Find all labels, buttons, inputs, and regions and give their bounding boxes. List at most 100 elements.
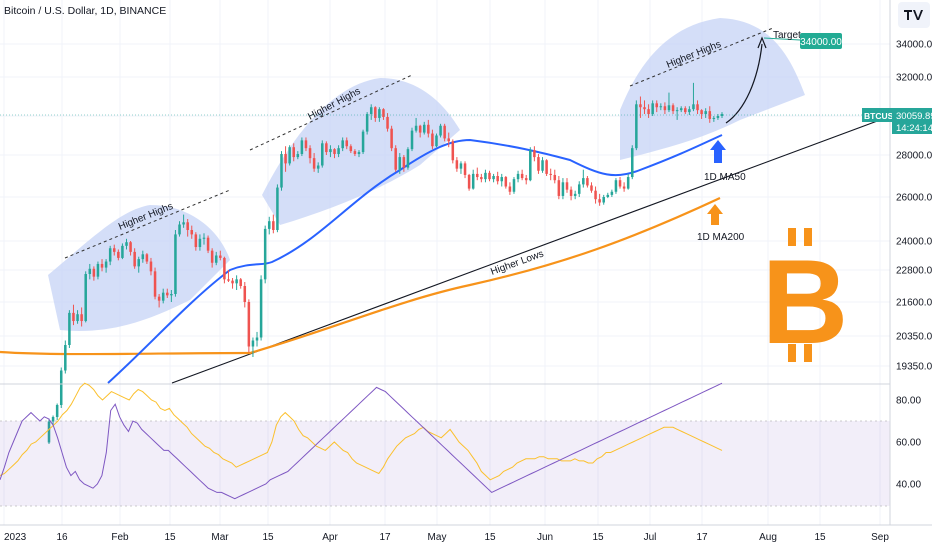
candle-body bbox=[439, 125, 442, 136]
candle-body bbox=[614, 180, 618, 192]
candle-body bbox=[206, 237, 210, 251]
time-axis: 2023 16 Feb 15 Mar 15 Apr 17 May 15 Jun 15 Jul 17 Aug 1… bbox=[4, 532, 889, 543]
candle-body bbox=[214, 255, 218, 263]
candle-body bbox=[708, 111, 712, 119]
candle-body bbox=[647, 109, 650, 115]
time-tick-label: 15 bbox=[592, 532, 604, 543]
time-tick-label: Jun bbox=[537, 532, 553, 543]
candle-body bbox=[618, 180, 622, 187]
candle-body bbox=[504, 177, 508, 187]
candle-body bbox=[133, 251, 136, 267]
candle-body bbox=[447, 138, 450, 142]
candle-body bbox=[378, 109, 381, 118]
time-tick-label: 17 bbox=[696, 532, 708, 543]
time-tick-label: 15 bbox=[262, 532, 274, 543]
candle-body bbox=[341, 140, 344, 149]
candle-body bbox=[643, 107, 646, 110]
candle-body bbox=[610, 191, 614, 195]
current-price: 30059.89 bbox=[896, 111, 932, 122]
candle-body bbox=[374, 107, 377, 118]
candle-body bbox=[349, 146, 353, 152]
candle-body bbox=[496, 176, 499, 182]
ticker-badge bbox=[862, 108, 892, 122]
candle-body bbox=[243, 286, 247, 302]
candle-body bbox=[186, 222, 189, 230]
candle-body bbox=[263, 228, 267, 280]
channel-3 bbox=[620, 18, 805, 160]
candle-body bbox=[431, 133, 434, 147]
candle-body bbox=[198, 238, 202, 248]
candle-body bbox=[72, 312, 75, 322]
price-tick-label: 19350.00 bbox=[896, 362, 932, 373]
candle-body bbox=[357, 152, 361, 155]
candle-body bbox=[227, 279, 230, 281]
time-tick-label: Aug bbox=[759, 532, 777, 543]
candle-body bbox=[166, 292, 169, 296]
candle-body bbox=[529, 150, 532, 181]
candle-body bbox=[59, 370, 63, 405]
candle-body bbox=[516, 173, 520, 180]
chart-title: Bitcoin / U.S. Dollar, 1D, BINANCE bbox=[4, 5, 166, 17]
candle-body bbox=[121, 245, 124, 258]
candle-body bbox=[300, 140, 304, 155]
candle-body bbox=[520, 173, 524, 179]
ma50-line bbox=[107, 134, 723, 384]
trendline-3 bbox=[629, 27, 774, 87]
rsi-tick-label: 40.00 bbox=[896, 480, 921, 491]
countdown: 14:24:14 bbox=[896, 123, 932, 134]
candle-body bbox=[96, 263, 100, 277]
candle-body bbox=[463, 163, 467, 175]
candle-body bbox=[406, 149, 410, 168]
ma200-arrow-icon bbox=[707, 204, 723, 225]
candle-body bbox=[512, 179, 516, 192]
logo-box[interactable] bbox=[898, 2, 930, 28]
candle-body bbox=[720, 114, 724, 116]
candle-body bbox=[276, 187, 279, 230]
tradingview-logo-icon bbox=[904, 10, 923, 20]
candle-body bbox=[288, 147, 291, 164]
candle-body bbox=[112, 248, 116, 252]
candle-body bbox=[149, 261, 153, 272]
candle-body bbox=[410, 130, 414, 150]
candle-body bbox=[247, 302, 251, 347]
price-tick-label: 24000.00 bbox=[896, 237, 932, 248]
candle-body bbox=[108, 248, 112, 262]
candle-body bbox=[333, 149, 336, 155]
candle-body bbox=[418, 125, 422, 133]
price-tick-label: 28000.00 bbox=[896, 151, 932, 162]
candle-body bbox=[435, 135, 438, 147]
candle-body bbox=[402, 157, 406, 168]
time-tick-label: Feb bbox=[111, 532, 129, 543]
candle-body bbox=[219, 255, 222, 258]
candle-body bbox=[716, 116, 720, 118]
candle-body bbox=[651, 103, 654, 115]
candle-body bbox=[223, 257, 226, 280]
ma50-label: 1D MA50 bbox=[704, 172, 746, 183]
candle-body bbox=[259, 279, 263, 338]
bitcoin-logo-bottom-bar-right bbox=[804, 344, 812, 362]
candle-body bbox=[312, 158, 316, 169]
ma200-label: 1D MA200 bbox=[697, 232, 745, 243]
time-tick-label: Sep bbox=[871, 532, 889, 543]
time-tick-label: 17 bbox=[379, 532, 391, 543]
candle-body bbox=[671, 105, 675, 112]
candle-body bbox=[267, 221, 271, 229]
candle-body bbox=[443, 125, 446, 139]
candle-body bbox=[329, 149, 332, 153]
candle-body bbox=[398, 157, 402, 170]
candle-body bbox=[55, 405, 59, 417]
price-tick-label: 32000.00 bbox=[896, 73, 932, 84]
candle-body bbox=[231, 280, 234, 284]
candle-body bbox=[345, 140, 349, 147]
candle-body bbox=[492, 176, 495, 180]
candle-body bbox=[308, 148, 312, 159]
candle-body bbox=[137, 259, 140, 267]
candle-body bbox=[117, 251, 120, 258]
candle-body bbox=[451, 141, 455, 161]
candle-body bbox=[549, 173, 552, 175]
target-value: 34000.00 bbox=[800, 37, 842, 48]
candle-body bbox=[467, 174, 471, 189]
time-tick-label: 2023 bbox=[4, 532, 27, 543]
candle-body bbox=[667, 105, 671, 111]
candle-body bbox=[239, 279, 242, 286]
